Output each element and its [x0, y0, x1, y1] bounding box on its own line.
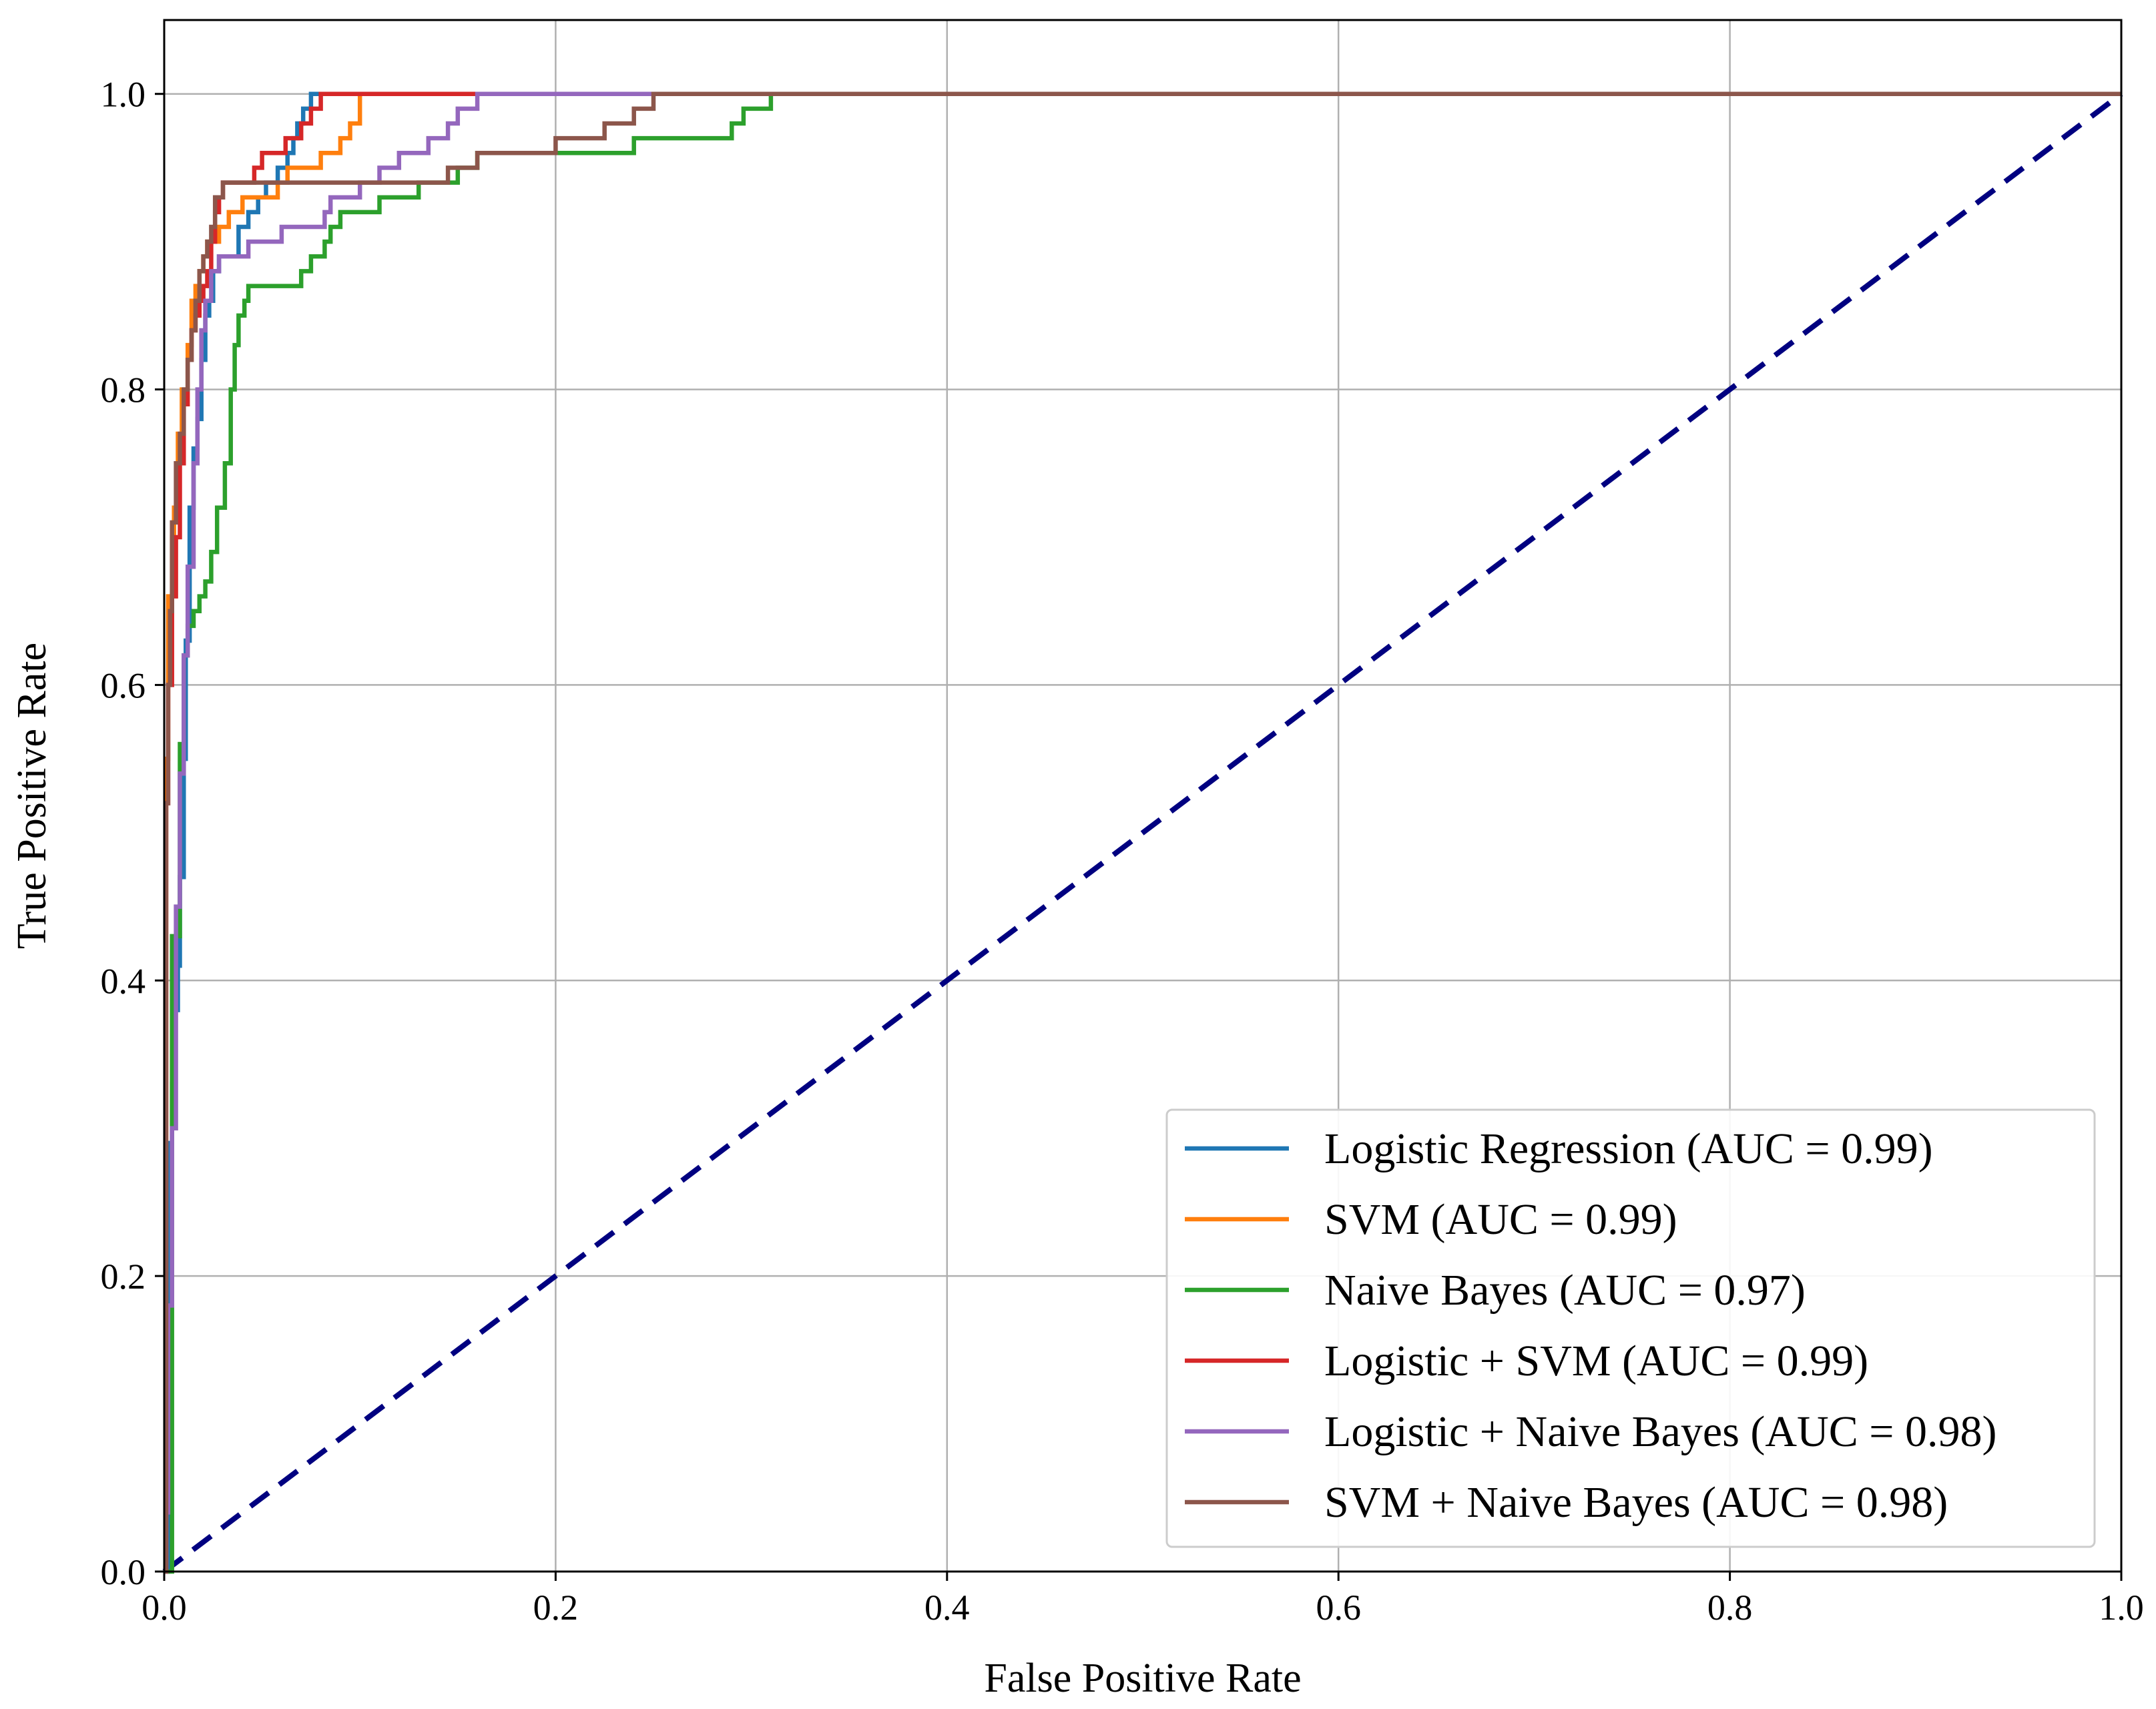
y-tick-label-1: 0.2	[101, 1257, 146, 1297]
y-tick-label-2: 0.4	[101, 961, 146, 1001]
legend-label-1: SVM (AUC = 0.99)	[1324, 1195, 1677, 1244]
plot-frame	[163, 19, 2123, 1573]
y-tick-label-4: 0.8	[101, 370, 146, 410]
x-tick-label-2: 0.4	[924, 1588, 970, 1628]
y-axis-label: True Positive Rate	[9, 643, 55, 949]
y-axis-ticks: 0.0 0.2 0.4 0.6 0.8 1.0	[101, 75, 164, 1592]
reference-line-layer	[162, 91, 2123, 1574]
x-axis-label: False Positive Rate	[984, 1656, 1301, 1701]
series-layer	[164, 91, 2121, 1574]
legend-label-5: SVM + Naive Bayes (AUC = 0.98)	[1324, 1478, 1948, 1527]
legend-label-3: Logistic + SVM (AUC = 0.99)	[1324, 1337, 1868, 1385]
legend: Logistic Regression (AUC = 0.99) SVM (AUC…	[1165, 1108, 2096, 1548]
x-tick-label-5: 1.0	[2099, 1588, 2144, 1628]
y-tick-label-3: 0.6	[101, 665, 146, 705]
roc-curve-2	[164, 91, 2121, 1574]
legend-box	[1165, 1108, 2096, 1548]
y-tick-label-0: 0.0	[101, 1552, 146, 1592]
x-axis-ticks: 0.0 0.2 0.4 0.6 0.8 1.0	[142, 1572, 2144, 1628]
legend-label-0: Logistic Regression (AUC = 0.99)	[1324, 1124, 1933, 1173]
x-tick-label-4: 0.8	[1707, 1588, 1753, 1628]
legend-label-4: Logistic + Naive Bayes (AUC = 0.98)	[1324, 1407, 1996, 1456]
y-tick-label-5: 1.0	[101, 75, 146, 115]
grid-lines	[163, 20, 2123, 1573]
legend-label-2: Naive Bayes (AUC = 0.97)	[1324, 1266, 1806, 1315]
x-tick-label-3: 0.6	[1316, 1588, 1361, 1628]
x-tick-label-0: 0.0	[142, 1588, 187, 1628]
x-tick-label-1: 0.2	[533, 1588, 579, 1628]
roc-curve-5	[164, 91, 2121, 1574]
roc-curve-4	[164, 91, 2121, 1574]
reference-diagonal-line	[162, 91, 2123, 1574]
